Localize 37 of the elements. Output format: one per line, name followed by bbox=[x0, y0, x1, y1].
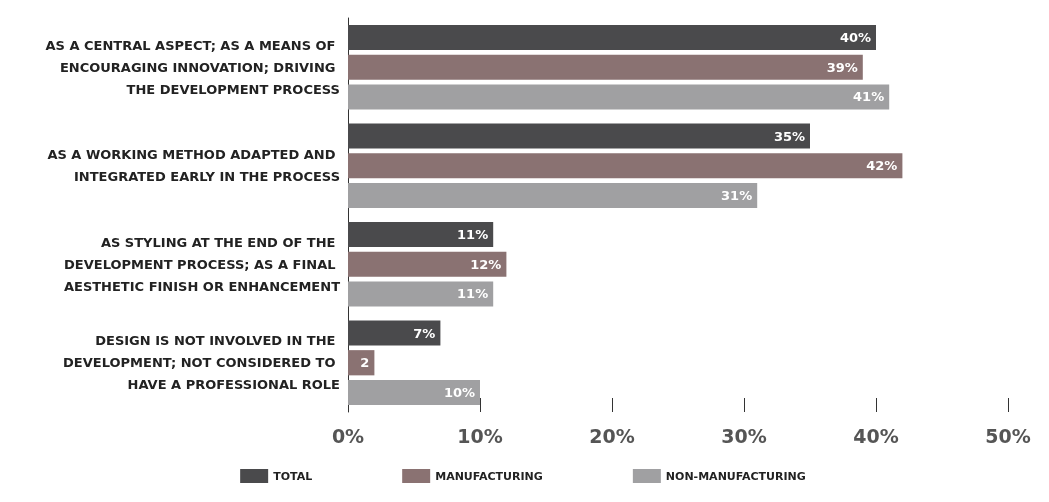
y-tick-label: AS STYLING AT THE END OF THE DEVELOPMENT PROCESS; AS A FINAL AESTHETIC FINISH OR ENHANCEMENT bbox=[63, 234, 341, 294]
data-label: 11% bbox=[457, 227, 489, 242]
data-label: 39% bbox=[826, 59, 858, 75]
data-label: 31% bbox=[721, 188, 753, 203]
data-label: 12% bbox=[470, 256, 502, 272]
data-label: 7% bbox=[413, 325, 436, 341]
bar bbox=[348, 221, 494, 248]
x-tick-label: 10% bbox=[457, 424, 503, 447]
data-label: 11% bbox=[457, 286, 489, 302]
data-label: 35% bbox=[773, 128, 805, 144]
bar bbox=[348, 24, 876, 51]
bar bbox=[348, 320, 441, 346]
bar bbox=[348, 281, 494, 307]
y-tick-label: AS A CENTRAL ASPECT; AS A MEANS OF ENCOURAGING INNOVATION; DRIVING THE DEVELOPMENT PROCESS bbox=[45, 37, 340, 97]
data-label: 40% bbox=[839, 30, 871, 45]
bar bbox=[348, 54, 863, 80]
x-tick-label: 50% bbox=[985, 424, 1031, 447]
bar bbox=[348, 182, 758, 209]
legend-label: TOTAL bbox=[273, 469, 313, 483]
x-tick-label: 0% bbox=[331, 424, 365, 447]
bar bbox=[348, 153, 903, 179]
data-label: 10% bbox=[443, 385, 475, 400]
y-tick-label: AS A WORKING METHOD ADAPTED AND INTEGRATED EARLY IN THE PROCESS bbox=[47, 147, 340, 185]
data-label: 42% bbox=[866, 158, 898, 174]
bar bbox=[348, 123, 810, 149]
data-label: 2 bbox=[360, 355, 370, 371]
y-tick-label: DESIGN IS NOT INVOLVED IN THE DEVELOPMENT; NOT CONSIDERED TO HAVE A PROFESSIONAL ROLE bbox=[63, 333, 340, 393]
x-tick-label: 20% bbox=[589, 424, 635, 447]
bar bbox=[348, 84, 890, 110]
legend-label: NON-MANUFACTURING bbox=[665, 469, 806, 483]
bar bbox=[348, 350, 375, 376]
bar bbox=[348, 251, 507, 277]
legend-label: MANUFACTURING bbox=[435, 469, 543, 483]
x-tick-label: 30% bbox=[721, 424, 767, 447]
x-tick-label: 40% bbox=[853, 424, 899, 447]
data-label: 41% bbox=[853, 89, 885, 105]
bar bbox=[348, 379, 480, 406]
